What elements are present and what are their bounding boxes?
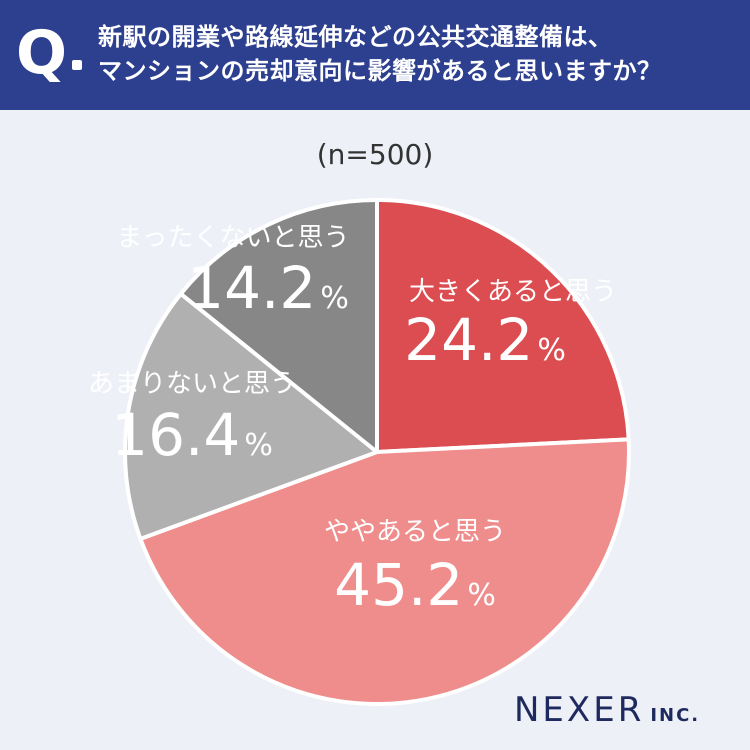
brand-suffix: INC. — [650, 705, 701, 726]
brand-name: NEXER — [514, 690, 645, 730]
brand-logo: NEXER INC. — [514, 690, 700, 730]
slice-not-very — [123, 291, 379, 541]
q-mark: Q — [16, 18, 68, 88]
slice-very-likely-value-label: 24.2% — [404, 306, 566, 374]
question-header: Q 新駅の開業や路線延伸などの公共交通整備は、 マンションの売却意向に影響がある… — [0, 0, 750, 110]
slice-not-very-value-label: 16.4% — [111, 401, 273, 469]
q-dot-icon — [72, 60, 82, 70]
slice-very-likely — [375, 198, 631, 454]
slice-somewhat-likely-value-label: 45.2% — [334, 551, 496, 619]
slice-not-at-all-category-label: まったくないと思う — [117, 223, 350, 253]
question-line-2: マンションの売却意向に影響があると思いますか？ — [98, 57, 662, 85]
slice-somewhat-likely — [138, 437, 631, 706]
slice-not-at-all — [178, 198, 379, 454]
question-text: 新駅の開業や路線延伸などの公共交通整備は、 マンションの売却意向に影響があると思… — [98, 20, 738, 88]
slice-very-likely-category-label: 大きくあると思う — [409, 277, 617, 307]
slice-somewhat-likely-category-label: ややあると思う — [324, 517, 506, 547]
question-line-1: 新駅の開業や路線延伸などの公共交通整備は、 — [98, 23, 613, 51]
slice-not-at-all-value-label: 14.2% — [187, 254, 349, 322]
slice-not-very-category-label: あまりないと思う — [88, 369, 296, 399]
sample-size-label: (n=500) — [316, 138, 434, 171]
